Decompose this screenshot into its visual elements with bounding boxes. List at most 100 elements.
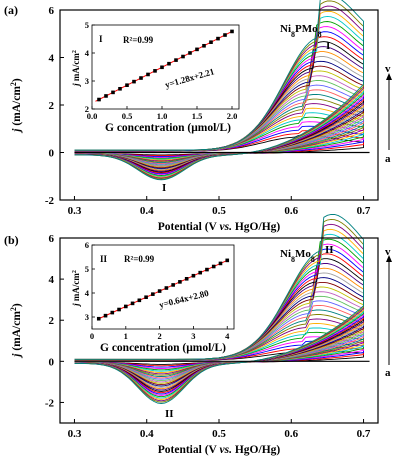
inset-point-b-18 [211, 264, 216, 269]
x-tick-label-b: 0.4 [140, 428, 154, 440]
inset-point-b-12 [171, 283, 175, 287]
x-tick-label-b: 0.6 [284, 428, 298, 440]
inset-point-a-6 [132, 79, 136, 84]
peak-red-label-b: II [165, 408, 174, 420]
inset-point-a-9 [153, 69, 157, 73]
inset-point-a-13 [181, 54, 185, 59]
inset-frame-a [91, 24, 240, 110]
axis-ticks-a: 0.3 0.4 0.5 0.6 0.7 -2 0 2 4 6 [45, 5, 371, 217]
inset-point-b-16 [198, 270, 202, 275]
peak-red-label-a: I [162, 182, 166, 194]
inset-y-tick-label-b: 6 [85, 240, 89, 250]
x-tick-label-a: 0.4 [140, 205, 154, 217]
arrow-bottom-label-b: a [385, 367, 391, 379]
inset-b-xlabel: G concentration (μmol/L) [100, 342, 226, 354]
inset-point-a-11 [167, 61, 171, 66]
inset-x-tick-label-b: 3 [191, 331, 195, 341]
cv-curve-a-30 [74, 0, 364, 181]
y-axis-label-a: j (mA/cm2) [9, 78, 24, 134]
inset-a-xlabel: G concentration (μmol/L) [105, 122, 231, 134]
peak-ox-label-a: I [326, 40, 330, 52]
inset-point-a-10 [160, 65, 164, 70]
inset-point-b-7 [137, 298, 142, 303]
inset-point-b-8 [144, 295, 148, 300]
inset-x-tick-label-b: 1 [124, 331, 128, 341]
cv-curves-a [74, 0, 370, 181]
inset-point-b-9 [151, 292, 155, 296]
inset-x-tick-label-a: 2.0 [227, 111, 238, 121]
inset-point-a-14 [188, 51, 192, 55]
y-tick-label-b: 0 [49, 356, 55, 368]
inset-point-b-17 [205, 267, 209, 272]
y-tick-label-b: 4 [49, 274, 55, 286]
inset-point-b-13 [178, 280, 182, 284]
inset-a-ylabel: j mA/cm2 [71, 50, 81, 88]
x-tick-label-a: 0.3 [68, 205, 82, 217]
inset-point-a-12 [174, 58, 178, 62]
inset-frame-b [91, 244, 235, 330]
inset-x-tick-label-a: 1.5 [192, 111, 203, 121]
inset-point-a-2 [104, 94, 108, 98]
x-tick-label-b: 0.3 [68, 428, 82, 440]
inset-point-a-3 [111, 90, 115, 95]
inset-point-b-14 [184, 276, 189, 281]
inset-point-a-18 [216, 36, 220, 41]
inset-point-a-15 [195, 47, 199, 52]
inset-y-tick-label-a: 4 [85, 48, 90, 58]
x-tick-label-a: 0.6 [284, 205, 298, 217]
inset-point-a-5 [125, 83, 129, 87]
inset-y-tick-label-b: 5 [85, 264, 89, 274]
y-tick-label-a: 6 [49, 5, 55, 17]
y-tick-label-a: 2 [49, 100, 55, 112]
scan-rate-arrow-b: v a [385, 246, 392, 379]
x-tick-label-a: 0.7 [357, 205, 371, 217]
panel-a-label: (a) [4, 3, 18, 17]
y-axis-label-b: j (mA/cm2) [9, 303, 24, 359]
inset-b-r2: R²=0.99 [124, 254, 155, 264]
inset-a-label: I [99, 34, 103, 44]
panel-a: (a) 0.3 0.4 0.5 0.6 0.7 -2 0 2 4 6 Potential (V v… [4, 0, 392, 233]
inset-y-tick-label-a: 3 [85, 76, 89, 86]
inset-point-a-8 [146, 72, 150, 77]
inset-point-a-4 [118, 86, 122, 91]
sample-label-a: Ni8PMo8 [280, 23, 322, 39]
inset-x-tick-label-a: 0.0 [87, 111, 98, 121]
inset-b-label: II [100, 254, 108, 264]
inset-point-b-3 [110, 310, 115, 315]
inset-point-b-1 [96, 316, 101, 321]
panel-b-label: (b) [4, 233, 19, 247]
arrow-top-label-a: v [385, 63, 391, 75]
inset-b-ylabel: j mA/cm2 [71, 270, 81, 308]
inset-x-tick-label-b: 2 [157, 331, 161, 341]
inset-x-tick-label-b: 0 [90, 331, 94, 341]
inset-point-b-19 [218, 261, 223, 266]
arrow-bottom-label-a: a [385, 153, 391, 165]
inset-x-tick-label-a: 0.5 [122, 111, 133, 121]
y-tick-label-b: -2 [45, 397, 55, 409]
inset-point-b-11 [164, 286, 169, 290]
scan-rate-arrow-a: v a [385, 63, 392, 165]
inset-b-plot: 0 1 2 3 4 3 4 5 6 [85, 240, 230, 341]
x-axis-label-a: Potential (V vs. HgO/Hg) [158, 221, 281, 233]
inset-point-b-4 [117, 307, 121, 312]
inset-a-plot: 0.0 0.5 1.0 1.5 2.0 2 3 4 5 [85, 20, 238, 121]
inset-point-b-20 [225, 258, 230, 263]
inset-y-tick-label-a: 2 [85, 104, 89, 114]
x-tick-label-b: 0.5 [212, 428, 226, 440]
sample-label-b: Ni8Mo8 [280, 248, 315, 264]
inset-point-b-2 [103, 313, 108, 318]
y-tick-label-a: -2 [45, 195, 55, 207]
panel-b: (b) 0.3 0.4 0.5 0.6 0.7 -2 0 2 4 6 Potential (V v… [4, 213, 392, 456]
axis-ticks-b: 0.3 0.4 0.5 0.6 0.7 -2 0 2 4 6 [45, 233, 371, 440]
y-tick-label-b: 6 [49, 233, 55, 245]
inset-x-tick-label-b: 4 [225, 331, 230, 341]
inset-point-a-17 [209, 40, 213, 44]
inset-point-a-16 [202, 43, 206, 48]
y-tick-label-a: 4 [49, 53, 55, 65]
inset-point-a-7 [139, 76, 143, 80]
cv-curves-b [74, 213, 370, 404]
cv-curve-b-30 [74, 213, 364, 404]
inset-point-b-10 [157, 289, 162, 293]
peak-ox-label-b: II [325, 244, 334, 256]
